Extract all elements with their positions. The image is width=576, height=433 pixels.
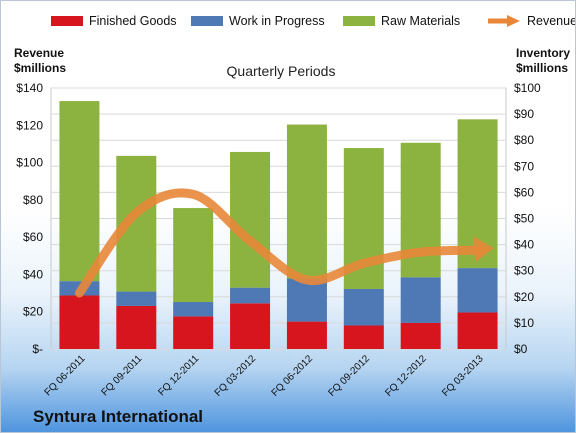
- category-label: FQ 06-2012: [270, 353, 316, 399]
- finished-goods-swatch: [51, 16, 83, 26]
- left-axis-title-line2: $millions: [14, 61, 67, 75]
- bar-work-in-progress: [116, 291, 157, 306]
- category-label: FQ 12-2011: [156, 353, 201, 398]
- right-tick-label: $100: [514, 81, 541, 95]
- category-label: FQ 09-2012: [326, 353, 372, 399]
- category-label: FQ 09-2011: [99, 353, 144, 398]
- bar-raw-materials: [230, 151, 271, 288]
- left-axis-title-line1: Revenue: [14, 46, 65, 60]
- legend-finished-goods-label: Finished Goods: [89, 14, 177, 28]
- bar-finished-goods: [230, 303, 271, 349]
- right-axis-title-line1: Inventory: [516, 46, 571, 60]
- right-tick-label: $30: [514, 264, 534, 278]
- bar-finished-goods: [59, 295, 100, 349]
- bar-finished-goods: [173, 316, 214, 349]
- bar-work-in-progress: [173, 302, 214, 317]
- legend-work-in-progress: Work in Progress: [191, 11, 325, 31]
- legend-finished-goods: Finished Goods: [51, 11, 177, 31]
- revenue-arrow-icon: [488, 15, 520, 27]
- legend-revenue-label: Revenue: [527, 14, 576, 28]
- legend-raw-materials: Raw Materials: [343, 11, 460, 31]
- left-tick-label: $-: [32, 342, 43, 356]
- bar-work-in-progress: [230, 287, 271, 304]
- right-tick-label: $90: [514, 107, 534, 121]
- legend: Finished Goods Work in Progress Raw Mate…: [1, 11, 575, 31]
- chart-title: Quarterly Periods: [226, 63, 336, 79]
- bar-finished-goods: [286, 321, 327, 349]
- raw-materials-swatch: [343, 16, 375, 26]
- bar-work-in-progress: [400, 277, 441, 323]
- bar-raw-materials: [173, 208, 214, 303]
- left-tick-label: $40: [23, 267, 43, 281]
- bar-finished-goods: [400, 322, 441, 349]
- right-tick-label: $10: [514, 316, 534, 330]
- category-label: FQ 03-2012: [213, 353, 259, 399]
- bar-work-in-progress: [457, 268, 498, 313]
- category-label: FQ 03-2013: [440, 353, 486, 399]
- left-tick-label: $60: [23, 230, 43, 244]
- chart-plot: $0 $10 $20 $30 $40 $50 $60 $70 $80 $90 $100 $- $20 $4…: [16, 81, 541, 399]
- bar-work-in-progress: [286, 278, 327, 322]
- revenue-line: [74, 188, 483, 298]
- right-tick-label: $50: [514, 212, 534, 226]
- left-tick-label: $120: [16, 118, 43, 132]
- right-axis-title: Inventory $millions: [516, 46, 570, 76]
- category-label: FQ 06-2011: [43, 353, 88, 398]
- right-tick-label: $60: [514, 185, 534, 199]
- company-name: Syntura International: [33, 407, 204, 426]
- right-tick-label: $0: [514, 342, 528, 356]
- bar-raw-materials: [286, 124, 327, 279]
- legend-raw-materials-label: Raw Materials: [381, 14, 461, 28]
- work-in-progress-swatch: [191, 16, 223, 26]
- category-label: FQ 12-2012: [383, 353, 429, 399]
- left-tick-label: $80: [23, 193, 43, 207]
- revenue-arrowhead: [473, 236, 494, 263]
- bar-raw-materials: [59, 101, 100, 282]
- bar-work-in-progress: [343, 288, 384, 326]
- legend-revenue: Revenue: [487, 11, 576, 31]
- bar-finished-goods: [343, 325, 384, 349]
- right-tick-label: $80: [514, 133, 534, 147]
- legend-work-in-progress-label: Work in Progress: [229, 14, 325, 28]
- left-tick-label: $140: [16, 81, 43, 95]
- right-tick-label: $20: [514, 290, 534, 304]
- left-tick-label: $20: [23, 305, 43, 319]
- right-tick-label: $70: [514, 159, 534, 173]
- bar-finished-goods: [116, 305, 157, 349]
- left-tick-label: $100: [16, 156, 43, 170]
- left-axis-title: Revenue $millions: [14, 46, 66, 76]
- right-axis-title-line2: $millions: [516, 61, 569, 75]
- bar-finished-goods: [457, 312, 498, 349]
- right-tick-label: $40: [514, 238, 534, 252]
